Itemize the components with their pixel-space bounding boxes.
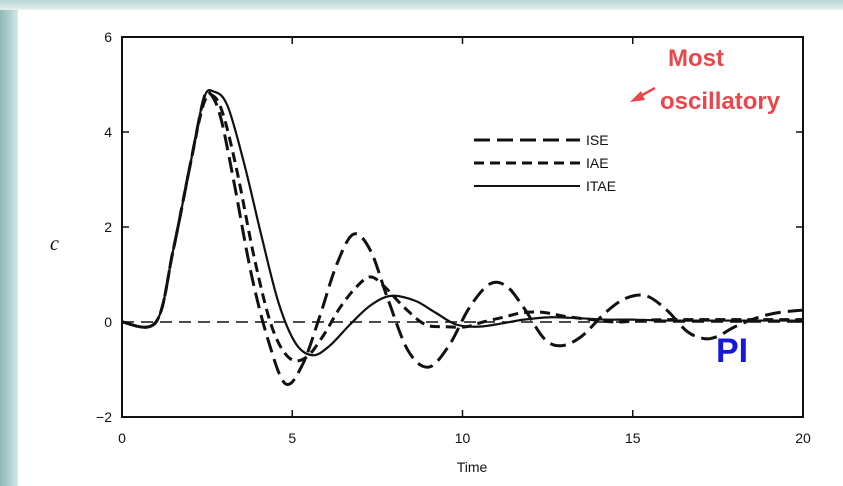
slide-top-border bbox=[0, 0, 843, 10]
y-tick-label: 4 bbox=[104, 124, 112, 140]
annotation-oscillatory: oscillatory bbox=[660, 88, 781, 115]
series-ise-line bbox=[121, 89, 804, 386]
x-tick-label: 5 bbox=[288, 430, 296, 446]
annotation-most: Most bbox=[668, 45, 724, 72]
y-tick-label: −2 bbox=[96, 409, 112, 425]
slide-left-border bbox=[0, 0, 18, 486]
x-axis-title: Time bbox=[457, 459, 488, 475]
annotation-pi: PI bbox=[716, 332, 748, 370]
x-tick-label: 0 bbox=[118, 430, 126, 446]
y-tick-label: 6 bbox=[104, 29, 112, 45]
x-tick-label: 20 bbox=[795, 430, 811, 446]
y-axis-title: c bbox=[50, 233, 59, 255]
legend: ISE IAE ITAE bbox=[474, 132, 616, 194]
annotation-arrow bbox=[630, 86, 656, 102]
x-tick-label: 10 bbox=[455, 430, 471, 446]
x-tick-label: 15 bbox=[625, 430, 641, 446]
y-tick-label: 0 bbox=[104, 314, 112, 330]
series-itae-line bbox=[121, 89, 803, 357]
series-layer bbox=[121, 89, 804, 386]
y-tick-label: 2 bbox=[104, 219, 112, 235]
legend-label-iae: IAE bbox=[586, 155, 609, 171]
legend-label-ise: ISE bbox=[586, 132, 609, 148]
legend-label-itae: ITAE bbox=[586, 178, 616, 194]
annotation-arrow-head bbox=[630, 91, 645, 102]
